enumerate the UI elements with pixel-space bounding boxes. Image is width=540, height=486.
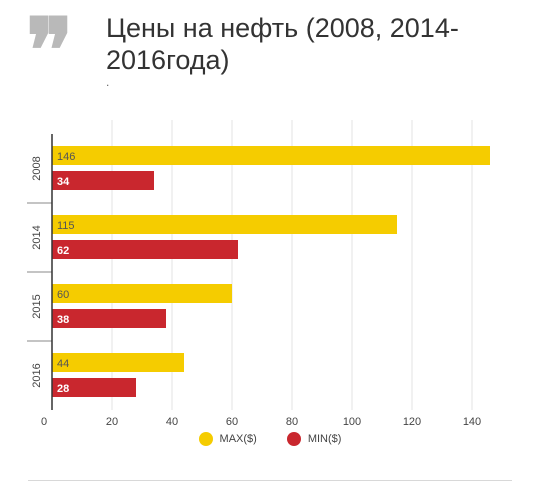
legend: MAX($) MIN($) [0,432,540,446]
x-tick-label: 100 [343,416,361,428]
bar-min [52,378,136,397]
legend-label-min: MIN($) [307,433,342,445]
x-tick-label: 40 [166,416,178,428]
legend-item-min[interactable]: MIN($) [286,432,342,446]
x-tick-label: 120 [403,416,421,428]
category-label: 2015 [31,294,43,318]
chart-title: Цены на нефть (2008, 2014-2016года) [106,13,459,75]
bar-min [52,240,238,259]
data-label: 38 [57,314,69,326]
quote-icon: ❞ [26,0,74,102]
data-label: 28 [57,383,69,395]
legend-item-max[interactable]: MAX($) [198,432,257,446]
legend-swatch-max [198,432,213,446]
data-label: 44 [57,358,69,370]
x-tick-label: 20 [106,416,118,428]
category-label: 2008 [31,156,43,180]
bottom-divider [28,480,512,481]
data-label: 115 [57,220,75,232]
subtitle: . [106,75,110,89]
data-label: 60 [57,289,69,301]
data-label: 62 [57,245,69,257]
category-label: 2016 [31,363,43,387]
bar-min [52,171,154,190]
data-label: 34 [57,176,70,188]
bar-min [52,309,166,328]
category-label: 2014 [31,225,43,249]
x-tick-label: 80 [286,416,298,428]
x-tick-label: 140 [463,416,481,428]
data-label: 146 [57,151,75,163]
x-tick-label: 60 [226,416,238,428]
bar-max [52,284,232,303]
x-tick-label: 0 [41,416,47,428]
bar-max [52,146,490,165]
bar-max [52,353,184,372]
bar-max [52,215,397,234]
legend-label-max: MAX($) [219,433,257,445]
legend-swatch-min [286,432,301,446]
